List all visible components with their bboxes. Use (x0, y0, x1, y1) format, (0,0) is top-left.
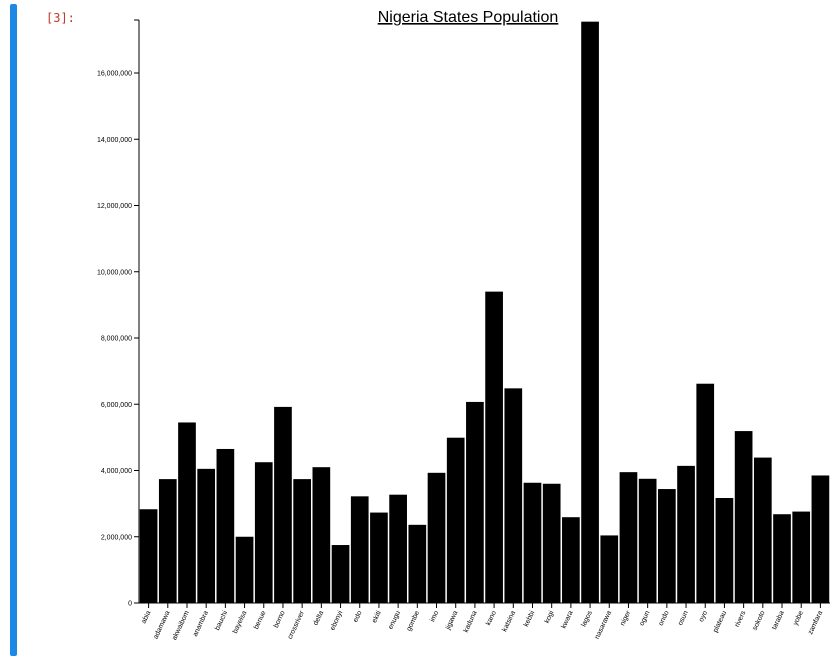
y-tick-label: 2,000,000 (101, 534, 132, 541)
bar-adamawa (158, 479, 177, 603)
x-tick-label-ebonyi: ebonyi (329, 609, 344, 631)
x-axis: abia adamawa akwaibom anambra bauchi bayelsa b… (139, 602, 830, 642)
bar-akwaibom (178, 422, 196, 603)
bar-nasarawa (600, 535, 619, 603)
bar-kwara (562, 517, 580, 603)
bar-abia (139, 509, 158, 603)
x-tick-label-akwaibom: akwaibom (171, 610, 191, 642)
bar-ebonyi (331, 545, 350, 603)
bar-sokoto (753, 457, 772, 603)
x-tick-label-sokoto: sokoto (752, 610, 767, 632)
bar-oyo (696, 383, 715, 603)
cell-selection-bar[interactable] (10, 4, 17, 656)
x-tick-label-katsina: katsina (501, 610, 517, 633)
bar-gombe (408, 524, 427, 603)
x-tick-label-niger: niger (619, 609, 632, 627)
x-tick-label-benue: benue (253, 610, 268, 631)
x-tick-label-yobe: yobe (792, 610, 805, 627)
x-tick-label-kwara: kwara (560, 610, 574, 630)
bar-edo (350, 496, 369, 603)
y-tick-label: 16,000,000 (97, 71, 132, 78)
x-tick-label-oyo: oyo (698, 610, 709, 623)
cell-prompt: [3]: (46, 11, 75, 25)
x-tick-label-enugu: enugu (387, 610, 402, 631)
y-tick-label: 12,000,000 (97, 203, 132, 210)
bar-bayelsa (235, 536, 254, 603)
x-tick-label-osun: osun (677, 610, 690, 627)
bar-delta (312, 467, 331, 603)
x-tick-label-delta: delta (312, 610, 325, 627)
bar-anambra (197, 468, 216, 603)
bar-yobe (792, 511, 811, 603)
x-tick-label-zamfara: zamfara (807, 610, 824, 636)
bar-kogi (542, 483, 561, 603)
bar-enugu (389, 494, 407, 603)
x-tick-label-edo: edo (352, 610, 363, 624)
x-tick-label-imo: imo (429, 610, 440, 623)
y-tick-label: 0 (128, 601, 132, 608)
bar-ekiti (370, 512, 388, 603)
x-tick-label-gombe: gombe (406, 610, 421, 632)
x-tick-label-ogun: ogun (639, 610, 652, 627)
x-tick-label-kebbi: kebbi (523, 609, 537, 628)
x-tick-label-bauchi: bauchi (214, 609, 229, 631)
bar-crossriver (293, 479, 311, 603)
x-tick-label-lagos: lagos (580, 609, 594, 628)
x-tick-label-adamawa: adamawa (152, 610, 171, 641)
x-tick-label-ondo: ondo (658, 610, 671, 627)
bar-lagos (581, 21, 599, 603)
y-tick-label: 4,000,000 (101, 468, 132, 475)
x-tick-label-taraba: taraba (771, 610, 786, 631)
bar-taraba (773, 514, 791, 603)
y-tick-label: 6,000,000 (101, 402, 132, 409)
bar-imo (427, 472, 446, 603)
chart-title: Nigeria States Population (378, 9, 559, 26)
x-tick-label-borno: borno (273, 610, 287, 629)
bar-ondo (658, 489, 676, 603)
bar-kano (485, 291, 503, 603)
bar-kebbi (523, 482, 542, 603)
bar-jigawa (446, 437, 465, 603)
y-tick-label: 14,000,000 (97, 137, 132, 144)
bar-niger (619, 472, 638, 603)
bar-borno (274, 406, 292, 603)
x-tick-label-kogi: kogi (544, 609, 556, 624)
bar-zamfara (811, 475, 830, 603)
x-tick-label-rivers: rivers (734, 609, 748, 628)
x-tick-label-nasarawa: nasarawa (594, 610, 613, 641)
bar-ogun (638, 478, 657, 603)
bar-kaduna (466, 401, 484, 603)
x-tick-label-plateau: plateau (712, 610, 728, 634)
y-axis: 0 2,000,000 4,000,000 6,000,000 8,000,000 10,… (97, 19, 140, 608)
y-tick-label: 10,000,000 (97, 269, 132, 276)
x-tick-label-crossriver: crossriver (287, 609, 306, 640)
x-tick-label-anambra: anambra (192, 610, 210, 638)
x-tick-label-ekiti: ekiti (371, 609, 383, 624)
x-tick-label-abia: abia (140, 610, 152, 625)
bar-bauchi (216, 448, 235, 603)
x-tick-label-bayelsa: bayelsa (232, 610, 249, 635)
bars-group (139, 21, 830, 603)
x-tick-label-jigawa: jigawa (444, 610, 459, 632)
bar-plateau (715, 497, 734, 603)
x-tick-label-kaduna: kaduna (463, 610, 479, 634)
y-tick-label: 8,000,000 (101, 336, 132, 343)
x-tick-label-kano: kano (485, 610, 498, 627)
bar-osun (677, 465, 695, 603)
bar-benue (254, 462, 273, 603)
bar-rivers (734, 431, 753, 603)
bar-katsina (504, 388, 523, 603)
